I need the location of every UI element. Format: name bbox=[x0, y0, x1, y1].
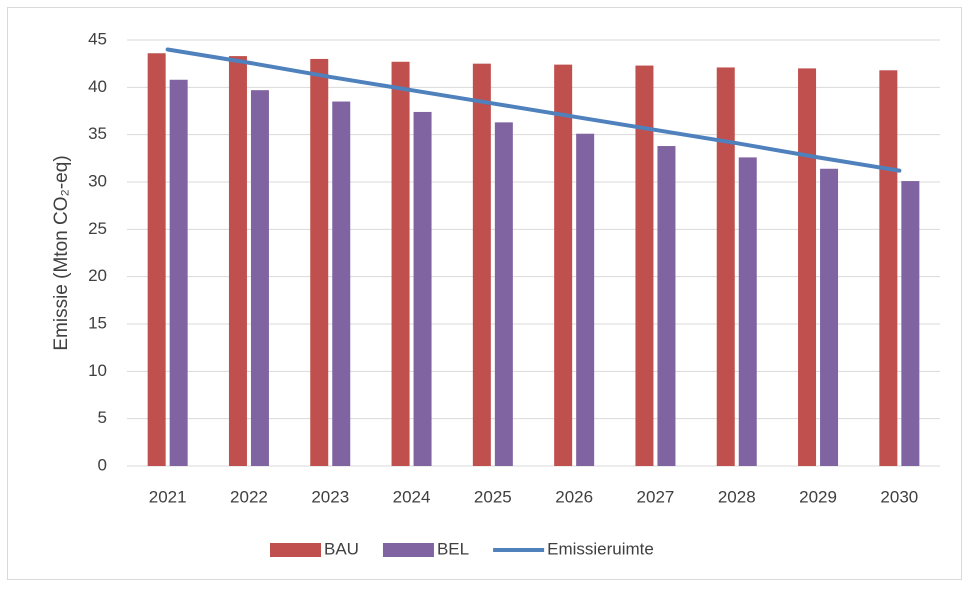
bar bbox=[798, 68, 817, 467]
bar bbox=[147, 53, 166, 467]
x-tick-label: 2022 bbox=[230, 487, 268, 506]
x-tick-label: 2023 bbox=[311, 487, 349, 506]
y-tick-label: 40 bbox=[88, 77, 107, 96]
y-tick-label: 35 bbox=[88, 124, 107, 143]
x-tick-label: 2021 bbox=[149, 487, 187, 506]
y-tick-label: 5 bbox=[98, 408, 107, 427]
bar bbox=[391, 61, 410, 466]
bar bbox=[228, 56, 247, 467]
bar bbox=[738, 157, 757, 467]
y-tick-label: 15 bbox=[88, 313, 107, 332]
bar bbox=[657, 146, 676, 466]
bar bbox=[820, 168, 839, 466]
x-tick-label: 2025 bbox=[474, 487, 512, 506]
bar bbox=[169, 79, 188, 466]
y-tick-label: 0 bbox=[98, 455, 107, 474]
x-tick-label: 2027 bbox=[637, 487, 675, 506]
bar bbox=[413, 111, 432, 467]
bar bbox=[576, 133, 595, 466]
bar bbox=[554, 64, 573, 466]
line bbox=[165, 47, 902, 173]
legend-label: BEL bbox=[437, 539, 469, 558]
x-tick-label: 2029 bbox=[799, 487, 837, 506]
y-tick-label: 10 bbox=[88, 361, 107, 380]
y-tick-label: 30 bbox=[88, 171, 107, 190]
y-tick-label: 20 bbox=[88, 266, 107, 285]
bar bbox=[472, 63, 491, 467]
bar bbox=[879, 70, 898, 466]
bar bbox=[250, 90, 269, 466]
y-axis-label: Emissie (Mton CO₂-eq) bbox=[51, 155, 72, 350]
bar bbox=[635, 65, 654, 466]
y-tick-label: 25 bbox=[88, 219, 107, 238]
x-tick-label: 2024 bbox=[393, 487, 431, 506]
y-tick-label: 45 bbox=[88, 29, 107, 48]
bar bbox=[494, 122, 513, 467]
bar bbox=[332, 101, 351, 467]
x-tick-label: 2030 bbox=[880, 487, 918, 506]
x-tick-label: 2026 bbox=[555, 487, 593, 506]
legend-label: BAU bbox=[324, 539, 359, 558]
bar bbox=[716, 67, 735, 466]
legend-label: Emissieruimte bbox=[547, 539, 654, 558]
x-tick-label: 2028 bbox=[718, 487, 756, 506]
legend-swatch bbox=[382, 543, 434, 557]
legend-swatch bbox=[270, 543, 321, 557]
bar bbox=[310, 58, 329, 466]
bar bbox=[901, 181, 920, 466]
